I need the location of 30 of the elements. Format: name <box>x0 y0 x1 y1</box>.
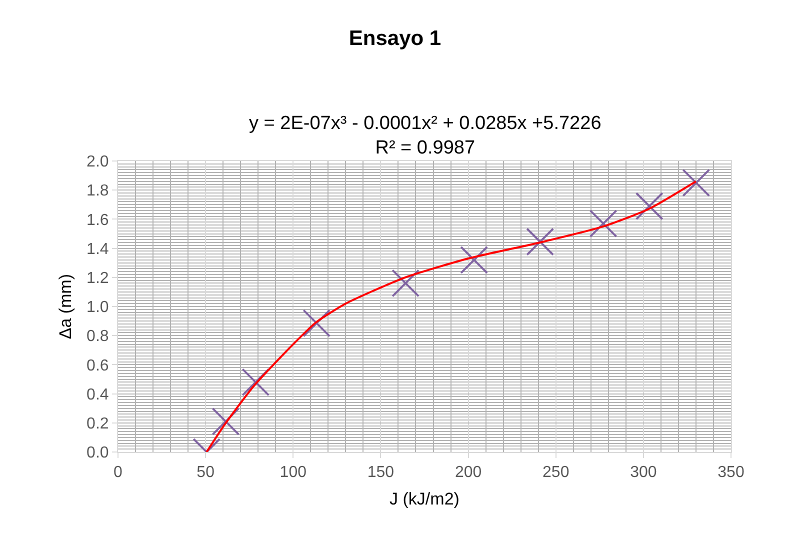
point <box>392 269 420 298</box>
chart-title: Ensayo 1 <box>348 27 442 50</box>
x-tick-label: 350 <box>718 464 744 482</box>
y-tick-label: 1.4 <box>86 240 109 258</box>
x-tick-label: 250 <box>542 464 570 482</box>
y-tick-label: 1.6 <box>86 212 109 229</box>
x-tick-label: 150 <box>367 464 394 482</box>
x-tick-label: 50 <box>196 464 215 482</box>
y-tick-label: 0.6 <box>86 357 109 374</box>
y-tick-label: 0.2 <box>86 416 109 432</box>
point <box>460 246 488 274</box>
x-axis-title: J (kJ/m2) <box>390 490 460 509</box>
y-tick-label: 1.8 <box>86 182 109 200</box>
point <box>242 368 270 396</box>
y-tick-label: 2.0 <box>86 154 109 171</box>
y-tick-label: 1.2 <box>86 270 109 287</box>
y-tick-label: 0.8 <box>86 328 109 346</box>
y-axis-title: Δa (mm) <box>56 274 76 340</box>
x-tick-label: 0 <box>114 464 123 482</box>
x-tick-label: 200 <box>454 464 482 482</box>
point <box>635 192 664 220</box>
point <box>212 407 240 436</box>
y-tick-label: 1.0 <box>86 299 109 316</box>
chart-subtitle: y = 2E-07x³ - 0.0001x² + 0.0285x +5.7226 R² = 0.9987 <box>249 113 602 159</box>
x-tick-label: 300 <box>630 464 657 482</box>
y-tick-label: 0.4 <box>86 386 109 404</box>
y-tick-label: 0.0 <box>86 444 109 462</box>
point <box>682 168 710 197</box>
x-tick-label: 100 <box>280 464 307 482</box>
point <box>589 210 618 238</box>
